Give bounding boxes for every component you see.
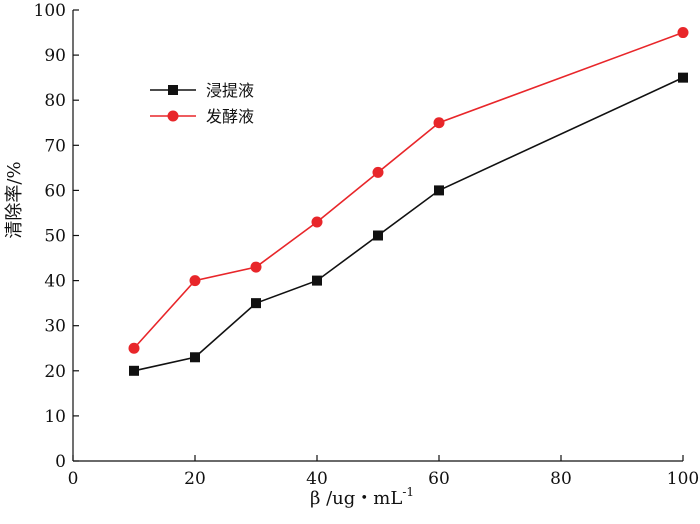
data-point xyxy=(373,230,383,241)
data-point xyxy=(434,185,444,196)
data-point xyxy=(433,117,445,129)
legend-marker xyxy=(168,85,178,95)
y-tick-label: 50 xyxy=(44,227,66,247)
y-tick-label: 90 xyxy=(44,46,66,66)
x-tick-label: 40 xyxy=(306,469,328,489)
data-point xyxy=(250,261,262,273)
data-point xyxy=(189,275,201,287)
y-tick-label: 30 xyxy=(44,317,66,337)
x-axis-title-superscript: -1 xyxy=(402,485,414,499)
data-point xyxy=(251,298,261,309)
data-point xyxy=(678,72,688,83)
y-tick-label: 100 xyxy=(34,1,66,21)
legend-label: 发酵液 xyxy=(206,107,254,126)
series-line xyxy=(133,31,684,349)
y-tick-label: 40 xyxy=(44,272,66,292)
y-tick-label: 70 xyxy=(44,136,66,156)
x-tick-label: 60 xyxy=(428,469,450,489)
legend-item-1: 浸提液 xyxy=(150,81,254,100)
x-axis-title-main: β /ug・mL xyxy=(310,488,402,509)
data-point xyxy=(311,216,323,228)
axes: 0 10 20 30 40 50 60 70 80 90 100 0 20 40 60 80 100 xyxy=(34,1,700,489)
legend-item-2: 发酵液 xyxy=(150,107,254,126)
data-point xyxy=(677,27,689,39)
y-tick-label: 10 xyxy=(44,407,66,427)
y-tick-label: 20 xyxy=(44,362,66,382)
x-tick-label: 0 xyxy=(68,469,79,489)
data-point xyxy=(312,275,322,286)
data-point xyxy=(372,166,384,178)
series-1 xyxy=(129,72,688,376)
x-tick-label: 20 xyxy=(184,469,206,489)
x-tick-label: 100 xyxy=(667,469,699,489)
legend-marker xyxy=(167,110,179,122)
data-point xyxy=(190,352,200,363)
x-tick-label: 80 xyxy=(550,469,572,489)
y-tick-label: 80 xyxy=(44,91,66,111)
data-point xyxy=(128,342,140,354)
x-axis-title: β /ug・mL-1 xyxy=(310,485,414,509)
data-point xyxy=(129,365,139,376)
y-tick-label: 60 xyxy=(44,181,66,201)
y-axis-title: 清除率/% xyxy=(4,161,25,238)
series-layer xyxy=(128,27,689,376)
y-tick-label: 0 xyxy=(55,452,66,472)
legend-label: 浸提液 xyxy=(206,81,254,100)
series-2 xyxy=(128,27,689,354)
